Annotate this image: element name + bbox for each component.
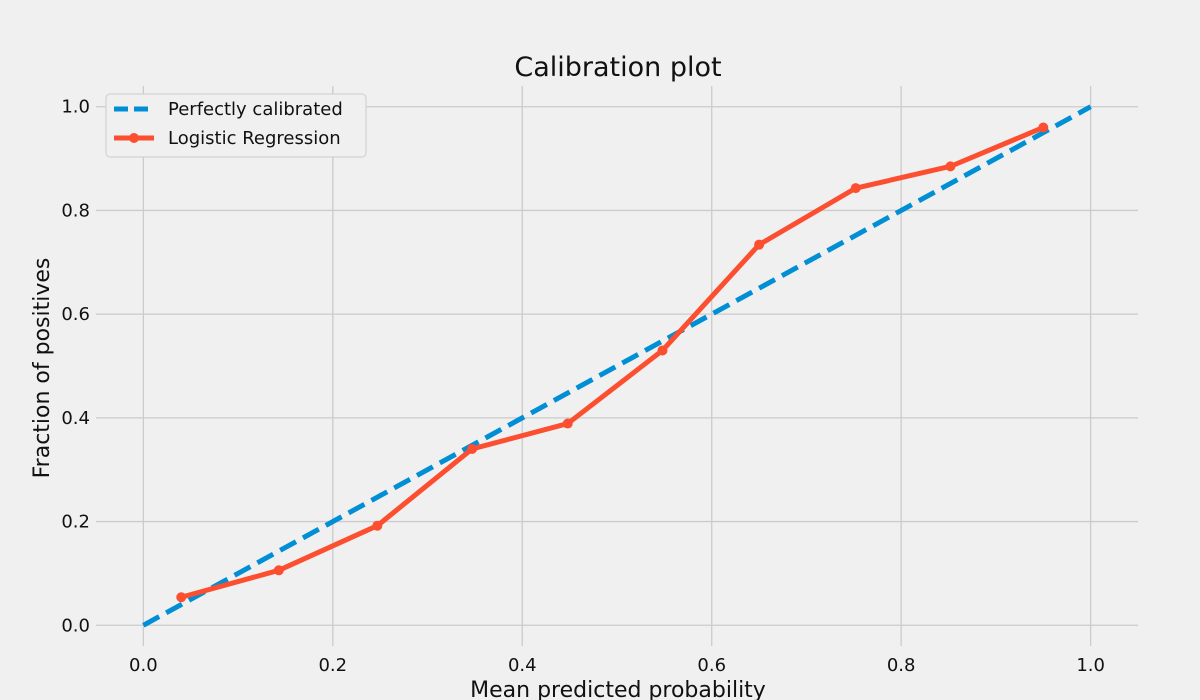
x-tick-label: 1.0 <box>1076 655 1105 676</box>
y-tick-label: 0.2 <box>61 512 90 533</box>
y-tick-label: 1.0 <box>61 97 90 118</box>
legend-box <box>105 93 367 158</box>
x-tick-label: 0.8 <box>887 655 916 676</box>
y-tick-label: 0.8 <box>61 200 90 221</box>
data-point <box>1038 122 1049 133</box>
x-axis-ticks: 0.0 0.2 0.4 0.6 0.8 1.0 <box>129 655 1105 676</box>
grid <box>96 86 1138 646</box>
data-point <box>467 443 478 454</box>
data-point <box>273 565 284 576</box>
data-point <box>176 592 187 603</box>
data-point <box>657 345 668 356</box>
x-tick-label: 0.2 <box>318 655 347 676</box>
data-point <box>945 161 956 172</box>
y-tick-label: 0.6 <box>61 304 90 325</box>
y-tick-label: 0.4 <box>61 408 90 429</box>
legend: Perfectly calibrated Logistic Regression <box>105 93 367 158</box>
y-axis-label: Fraction of positives <box>30 258 55 479</box>
x-axis-label: Mean predicted probability <box>470 678 766 700</box>
x-tick-label: 0.4 <box>508 655 537 676</box>
data-point <box>850 183 861 194</box>
data-point <box>754 239 765 250</box>
x-tick-label: 0.0 <box>129 655 158 676</box>
legend-marker-logistic-regression <box>129 133 139 143</box>
data-point <box>562 418 573 429</box>
y-axis-ticks: 0.0 0.2 0.4 0.6 0.8 1.0 <box>61 97 90 637</box>
data-point <box>372 520 383 531</box>
series-line-logistic-regression <box>178 124 1046 600</box>
x-tick-label: 0.6 <box>697 655 726 676</box>
plot-series <box>142 104 1092 628</box>
legend-label-logistic-regression: Logistic Regression <box>168 128 341 149</box>
chart-title: Calibration plot <box>514 52 721 83</box>
y-tick-label: 0.0 <box>61 615 90 636</box>
legend-label-perfectly-calibrated: Perfectly calibrated <box>168 99 343 120</box>
series-line-perfectly-calibrated <box>142 104 1092 628</box>
